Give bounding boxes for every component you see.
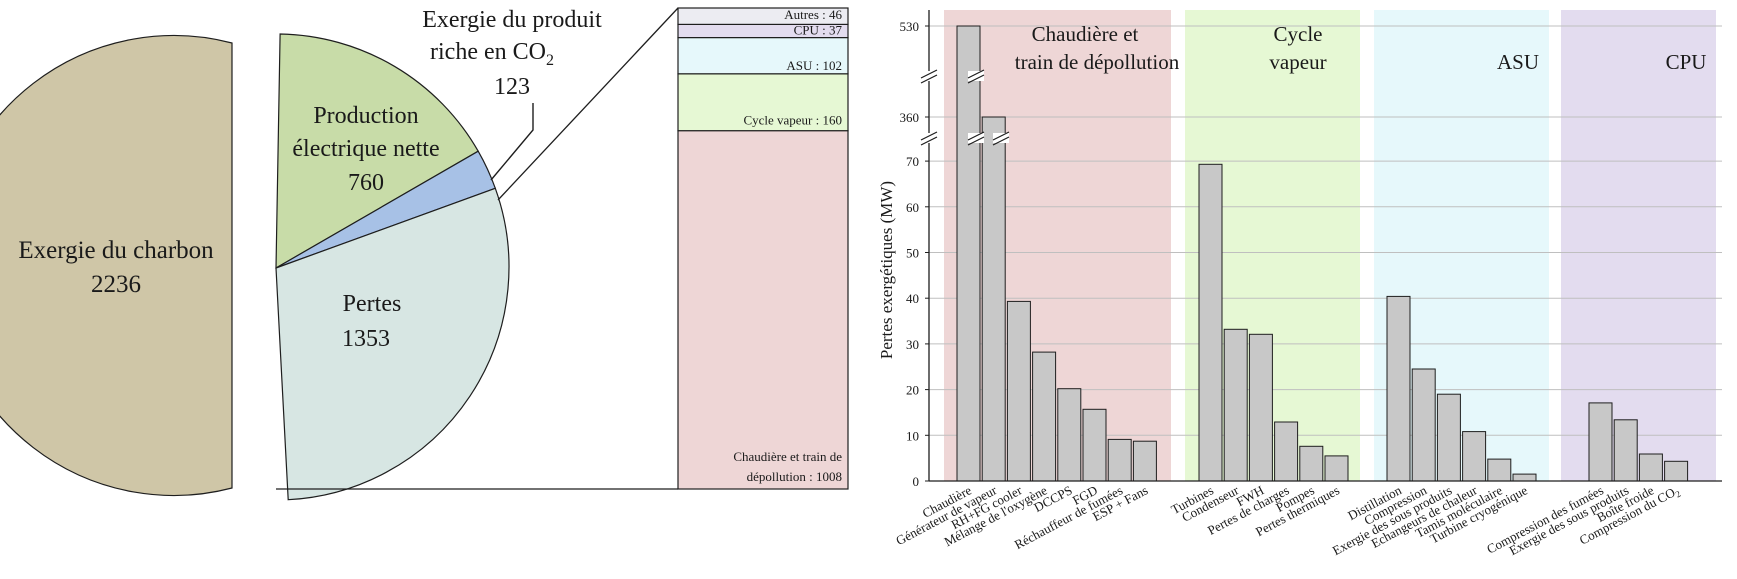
axis-break-mark (967, 69, 985, 79)
axis-break-mark (967, 74, 985, 84)
bar (1057, 388, 1082, 482)
y-tick-label: 60 (906, 200, 919, 215)
bar (1107, 438, 1132, 482)
pie-slice-coal (0, 34, 233, 497)
bar (1032, 351, 1057, 482)
region-label-asu: ASU (1497, 50, 1539, 74)
region-label-boiler-line2: train de dépollution (1015, 50, 1180, 74)
bar (1006, 300, 1031, 482)
pie-slice-losses (275, 187, 510, 501)
axis-break-mark (920, 131, 938, 141)
region-labels: Chaudière et train de dépollution Cycle … (1015, 22, 1707, 74)
bar (1664, 460, 1689, 482)
bar (1411, 368, 1436, 482)
axis-break-mark (992, 136, 1010, 146)
bar (1613, 419, 1638, 482)
zoom-line-top (497, 7, 679, 201)
co2-callout-line (490, 103, 534, 181)
bar (1386, 295, 1411, 482)
axis-break-gap (921, 133, 937, 143)
axis-break-mark (967, 131, 985, 141)
y-tick-label: 50 (906, 246, 919, 261)
y-tick-label: 40 (906, 291, 919, 306)
pie-label-coal-value: 2236 (91, 271, 141, 298)
chart-axes (920, 10, 1722, 482)
bar (1638, 453, 1663, 482)
region-label-steam-line1: Cycle (1274, 22, 1323, 46)
region-label-boiler-line1: Chaudière et (1032, 22, 1139, 46)
losses-stacked-bar: Autres : 46 CPU : 37 ASU : 102 Cycle vap… (677, 7, 849, 490)
bar (1082, 408, 1107, 482)
stack-label-asu: ASU : 102 (786, 58, 842, 73)
y-tick-label: 30 (906, 337, 919, 352)
y-tick-label: 20 (906, 383, 919, 398)
axis-break-mark (967, 136, 985, 146)
axis-break-gap (968, 71, 984, 81)
stack-segment-autres (677, 7, 849, 25)
bar (1436, 393, 1461, 482)
bar (1462, 431, 1487, 482)
bar (1132, 440, 1157, 482)
co2-subscript: 2 (546, 52, 554, 69)
pie-label-co2-line1: Exergie du produit (422, 7, 602, 33)
y-tick-label: 10 (906, 428, 919, 443)
axis-break-mark (920, 74, 938, 84)
stack-label-autres: Autres : 46 (784, 7, 842, 22)
bar (1198, 163, 1223, 482)
axis-break-gap (968, 133, 984, 143)
y-tick-label: 530 (900, 19, 920, 34)
pie-label-coal-name: Exergie du charbon (18, 237, 214, 264)
bar (1512, 473, 1537, 482)
pie-label-losses-value: 1353 (342, 326, 390, 352)
y-tick-label: 360 (900, 110, 920, 125)
y-tick-labels: 0 10 20 30 40 50 60 70 360 530 (900, 19, 920, 489)
bar (1324, 455, 1349, 482)
y-tick-label: 70 (906, 154, 919, 169)
stack-label-steam-cycle: Cycle vapeur : 160 (743, 113, 842, 128)
stack-segment-boiler (677, 130, 849, 490)
bar (1487, 458, 1512, 482)
stack-label-cpu: CPU : 37 (794, 22, 843, 37)
axis-break-mark (920, 69, 938, 79)
stack-segment-asu (677, 36, 849, 75)
bar (981, 116, 1006, 482)
bar (1248, 333, 1273, 482)
region-cpu (1561, 10, 1716, 481)
region-label-cpu: CPU (1666, 50, 1707, 74)
region-label-steam-line2: vapeur (1269, 50, 1326, 74)
output-pie: Production électrique nette 760 Pertes 1… (275, 7, 679, 501)
axis-break-mark (992, 131, 1010, 141)
bar (1299, 445, 1324, 482)
bar (1223, 328, 1248, 482)
pie-slice-electric (275, 33, 480, 270)
y-tick-label: 0 (913, 474, 920, 489)
coal-pie: Exergie du charbon 2236 (0, 34, 233, 497)
y-axis-label: Pertes exergétiques (MW) (877, 181, 896, 359)
pie-label-electric-line2: électrique nette (292, 136, 439, 162)
axis-break-mark (920, 136, 938, 146)
pie-label-co2-value: 123 (494, 74, 530, 100)
bar (1588, 402, 1613, 482)
axis-break-gap (993, 133, 1009, 143)
pie-label-electric-line1: Production (313, 103, 418, 129)
pie-label-losses-name: Pertes (343, 291, 402, 317)
bar (956, 25, 981, 482)
pie-label-co2-line2: riche en CO2 (430, 39, 554, 69)
bar (1274, 421, 1299, 482)
axis-break-gap (921, 71, 937, 81)
stack-label-boiler-line1: Chaudière et train de (733, 449, 842, 464)
pie-label-electric-value: 760 (348, 170, 384, 196)
stack-label-boiler-line2: dépollution : 1008 (747, 469, 842, 484)
